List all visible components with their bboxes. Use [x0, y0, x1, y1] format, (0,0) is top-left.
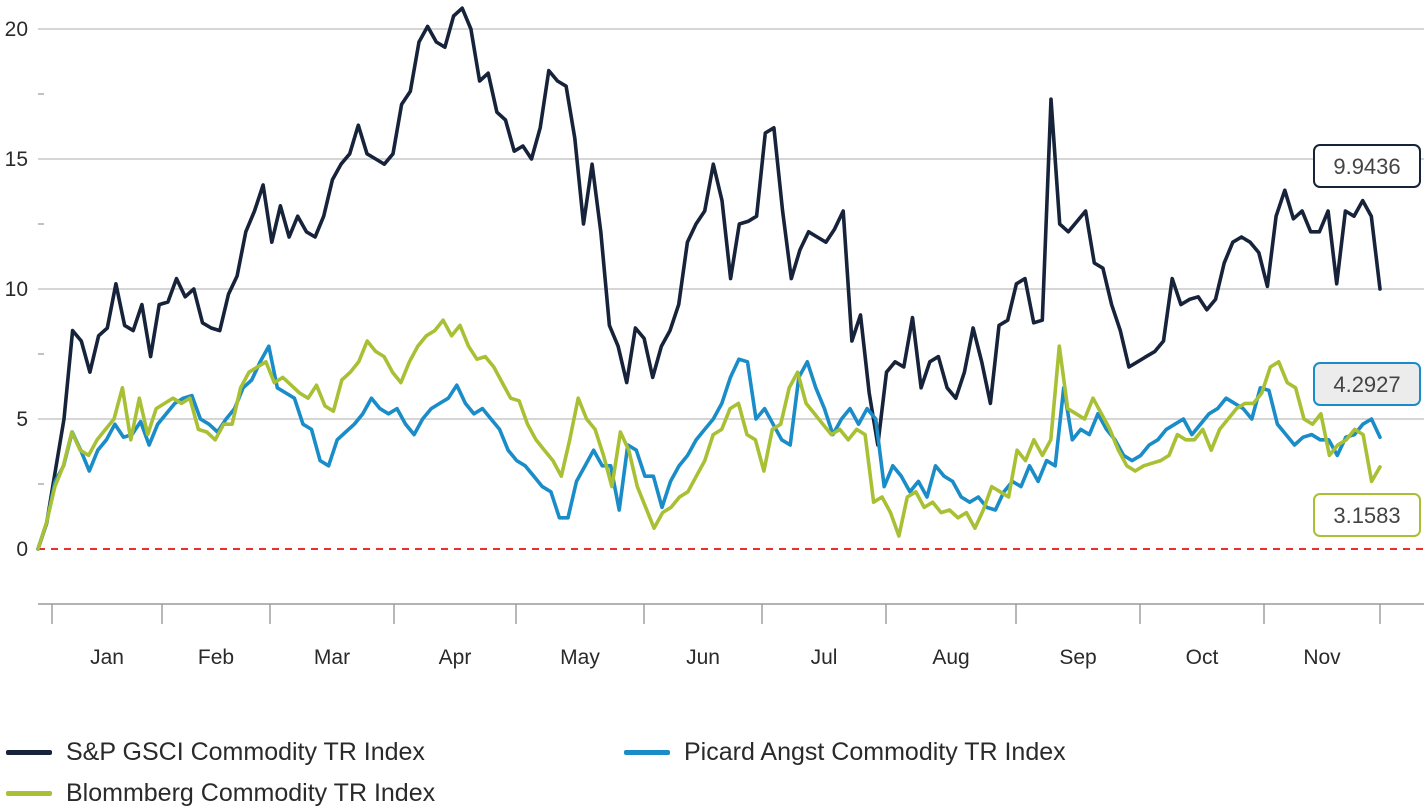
callout-box: [1313, 493, 1421, 537]
x-tick-label: Jul: [811, 646, 838, 669]
legend-label-bloomberg: Blommberg Commodity TR Index: [66, 779, 436, 807]
x-tick-label: Apr: [439, 646, 472, 669]
x-tick-label: May: [560, 646, 600, 669]
callout-value: 3.1583: [1333, 503, 1400, 528]
legend: S&P GSCI Commodity TR Index Picard Angst…: [0, 728, 1424, 812]
legend-label-gsci: S&P GSCI Commodity TR Index: [66, 738, 425, 766]
x-tick-label: Mar: [314, 646, 350, 669]
x-tick-label: Jan: [90, 646, 124, 669]
y-tick-label: 0: [16, 538, 28, 561]
x-tick-label: Nov: [1303, 646, 1341, 669]
x-tick-label: Sep: [1059, 646, 1096, 669]
legend-item-bloomberg[interactable]: Blommberg Commodity TR Index: [6, 779, 435, 808]
callout-box: [1313, 144, 1421, 188]
x-tick-label: Aug: [932, 646, 969, 669]
legend-swatch-gsci: [6, 750, 52, 755]
gridlines: [38, 28, 1424, 605]
callout-box: [1313, 362, 1421, 406]
x-tick-label: Oct: [1186, 646, 1219, 669]
callout-value: 4.2927: [1333, 372, 1400, 397]
legend-swatch-picard: [624, 750, 670, 755]
x-tick-label: Feb: [198, 646, 234, 669]
y-axis: 0 5 10 15 20: [5, 18, 28, 561]
series-line-2: [36, 318, 1382, 551]
line-chart: 0 5 10 15 20 Jan Feb Mar Apr May Jun Jul Aug Sep Oct N…: [5, 6, 1424, 669]
y-tick-label: 10: [5, 278, 28, 301]
legend-item-picard[interactable]: Picard Angst Commodity TR Index: [624, 738, 1066, 767]
callout-1: 4.2927: [1313, 362, 1421, 406]
legend-swatch-bloomberg: [6, 791, 52, 796]
x-axis: Jan Feb Mar Apr May Jun Jul Aug Sep Oct Nov: [51, 604, 1381, 669]
series-line-1: [36, 344, 1382, 551]
series-line-0: [36, 6, 1382, 551]
legend-item-gsci[interactable]: S&P GSCI Commodity TR Index: [6, 738, 425, 767]
callout-value: 9.9436: [1333, 154, 1400, 179]
y-tick-label: 20: [5, 18, 28, 41]
callout-0: 9.9436: [1313, 144, 1421, 188]
series-lines: [36, 6, 1382, 551]
callout-2: 3.1583: [1313, 493, 1421, 537]
end-value-callouts: 9.9436 4.2927 3.1583: [1313, 144, 1421, 537]
legend-label-picard: Picard Angst Commodity TR Index: [684, 738, 1066, 766]
x-tick-label: Jun: [686, 646, 720, 669]
y-tick-label: 15: [5, 148, 28, 171]
y-tick-label: 5: [16, 408, 28, 431]
